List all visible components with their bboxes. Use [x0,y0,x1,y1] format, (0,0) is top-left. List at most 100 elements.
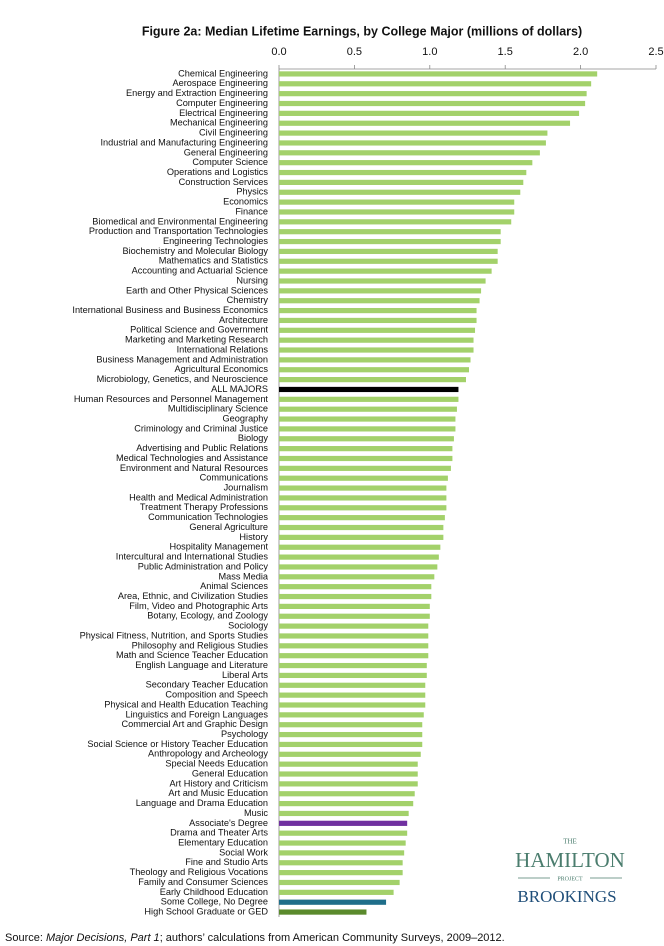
bar [279,899,387,905]
bar [279,870,403,876]
bar [279,406,457,412]
y-tick-label: Animal Sciences [200,581,268,591]
bar [279,712,424,718]
bar [279,150,540,156]
bar [279,889,394,895]
bar [279,219,512,225]
y-tick-label: Mechanical Engineering [170,118,268,128]
bar [279,377,466,383]
y-tick-label: Early Childhood Education [160,887,268,897]
bar [279,662,427,669]
bar [279,820,408,826]
y-tick-label: Social Science or History Teacher Educat… [87,739,268,749]
y-tick-label: Physical Fitness, Nutrition, and Sports … [80,630,269,640]
y-tick-label: High School Graduate or GED [144,907,268,917]
y-tick-label: Multidisciplinary Science [168,404,268,414]
y-tick-label: Chemical Engineering [178,68,268,78]
bar [279,495,447,501]
y-tick-label: Political Science and Government [130,325,268,335]
bar [279,475,448,481]
bar [279,702,426,708]
bar [279,830,408,836]
x-tick-label: 2.5 [648,46,663,58]
y-tick-label: Commercial Art and Graphic Design [121,719,268,729]
y-tick-label: Advertising and Public Relations [136,443,268,453]
y-tick-label: Special Needs Education [165,759,268,769]
y-tick-label: Associate's Degree [189,818,268,828]
y-tick-label: Production and Transportation Technologi… [89,226,269,236]
bar [279,337,474,343]
y-tick-label: Mass Media [218,571,268,581]
bar [279,593,432,600]
bar [279,682,426,688]
y-tick-label: Biology [238,433,269,443]
y-tick-label: Journalism [224,483,269,493]
y-tick-label: General Engineering [184,147,268,157]
bar [279,416,456,422]
bar [279,613,430,619]
bar [279,199,515,205]
y-tick-label: International Business and Business Econ… [72,305,268,315]
y-tick-label: Health and Medical Administration [129,492,268,502]
y-tick-label: Theology and Religious Vocations [130,867,269,877]
y-tick-label: Mathematics and Statistics [159,256,269,266]
y-tick-label: International Relations [177,344,269,354]
y-tick-label: Language and Drama Education [136,798,268,808]
bar [279,692,426,698]
logo: THE HAMILTON PROJECT BROOKINGS [515,838,625,906]
bar [279,248,498,255]
bar [279,71,598,77]
y-tick-label: Chemistry [227,295,269,305]
y-tick-label: English Language and Literature [135,660,268,670]
y-tick-label: Film, Video and Photographic Arts [129,601,268,611]
bar [279,396,459,402]
bar [279,633,429,639]
logo-org: BROOKINGS [517,887,616,906]
bar [279,367,470,373]
bar [279,672,427,679]
bar [279,643,429,649]
bar [279,268,492,274]
bar [279,386,459,393]
bar [279,209,515,215]
bar [279,189,521,195]
y-tick-label: Engineering Technologies [163,236,268,246]
bar [279,554,439,560]
bar [279,357,471,363]
bar [279,120,571,126]
bar [279,564,438,570]
bar [279,169,527,176]
bar [279,860,403,866]
bar [279,722,423,728]
bar [279,534,444,540]
y-tick-label: Biochemistry and Molecular Biology [122,246,268,256]
bar [279,801,414,807]
bar [279,347,474,353]
bar [279,505,447,511]
bar [279,426,456,432]
bar [279,110,580,116]
y-tick-label: Fine and Studio Arts [185,857,268,867]
bar [279,781,418,787]
y-tick-label: Art and Music Education [168,788,268,798]
bar [279,140,546,146]
logo-sub: PROJECT [557,876,583,882]
y-tick-label: Art History and Criticism [169,778,268,788]
chart-title: Figure 2a: Median Lifetime Earnings, by … [142,24,582,38]
bar [279,298,480,304]
y-tick-label: Sociology [228,621,268,631]
bar [279,909,367,915]
bar [279,741,423,748]
y-tick-label: Electrical Engineering [179,108,268,118]
y-tick-label: General Education [192,768,268,778]
bar [279,810,409,817]
y-tick-label: Operations and Logistics [167,167,269,177]
y-tick-label: Industrial and Manufacturing Engineering [100,137,268,147]
y-tick-label: Human Resources and Personnel Management [74,394,269,404]
bar [279,160,533,166]
bar [279,751,421,757]
y-tick-label: Physics [236,187,268,197]
x-tick-label: 1.0 [422,46,437,58]
y-tick-label: Treatment Therapy Professions [140,502,269,512]
